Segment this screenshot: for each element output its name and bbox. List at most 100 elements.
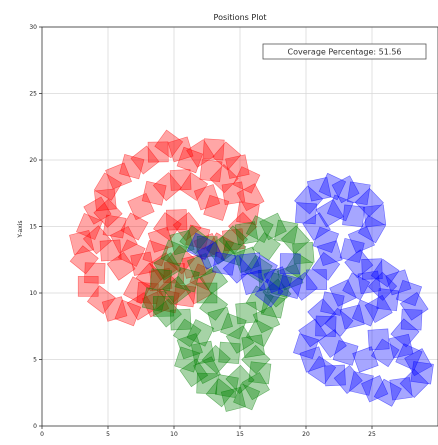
point-2-20 [354,187,384,218]
point-2-67 [240,269,266,295]
point-0-68 [99,239,122,262]
point-1-47 [201,344,231,375]
point-1-50 [193,356,221,384]
point-2-58 [320,291,345,316]
point-0-12 [94,188,117,212]
point-2-39 [373,378,402,407]
y-tick-label-4: 20 [29,157,37,164]
point-1-12 [248,361,272,385]
point-2-54 [367,271,398,301]
point-1-52 [225,364,255,395]
point-1-41 [196,282,218,304]
point-0-35 [153,212,182,241]
point-1-18 [262,278,292,308]
point-2-13 [302,212,331,241]
point-0-19 [167,136,194,163]
point-1-27 [160,239,188,267]
point-0-22 [202,138,225,161]
point-1-30 [218,225,248,255]
point-0-4 [126,292,156,321]
point-2-34 [395,343,423,371]
point-1-34 [274,219,299,244]
point-1-58 [152,295,174,317]
point-1-15 [245,318,274,347]
point-0-0 [77,276,99,297]
point-1-3 [172,318,202,348]
point-1-13 [241,344,271,375]
point-1-53 [235,301,258,325]
point-2-70 [342,204,365,228]
point-0-54 [203,194,230,221]
point-2-8 [288,271,318,301]
point-2-25 [344,249,374,279]
scatter-points [69,129,434,412]
point-0-62 [209,164,239,194]
series-1 [141,212,315,412]
y-tick-label-1: 5 [33,357,37,364]
point-1-49 [186,319,215,347]
point-2-5 [249,254,278,284]
point-2-14 [295,202,317,225]
point-2-32 [390,318,420,348]
point-2-6 [263,266,291,294]
point-2-10 [311,252,341,281]
point-0-16 [130,145,160,175]
point-2-64 [318,329,347,358]
point-2-17 [318,172,347,201]
point-1-48 [190,340,216,365]
point-0-55 [106,252,136,281]
point-1-2 [169,308,192,331]
point-0-3 [114,299,142,327]
x-tick-label-4: 20 [302,431,310,438]
point-0-50 [152,172,182,202]
point-2-1 [197,241,225,270]
point-1-45 [225,325,255,354]
point-1-35 [280,225,310,255]
point-2-19 [347,181,371,206]
point-2-61 [370,338,400,368]
point-2-24 [339,237,365,263]
x-tick-label-0: 0 [40,431,44,438]
annotation-box [262,43,427,60]
point-2-22 [357,215,387,244]
point-2-62 [352,346,379,373]
point-2-28 [385,269,412,296]
annotation-text: Coverage Percentage: 51.56 [287,48,401,57]
point-2-44 [307,355,337,385]
point-2-2 [212,251,237,276]
point-2-59 [307,298,337,328]
series-2 [186,172,434,407]
point-2-41 [349,371,374,396]
point-1-42 [199,291,229,321]
point-0-9 [109,225,138,254]
x-tick-label-3: 15 [236,431,244,438]
point-2-23 [347,226,375,254]
point-2-63 [332,339,359,366]
point-2-51 [351,299,379,327]
point-2-11 [316,240,343,266]
point-0-43 [183,276,212,305]
point-0-8 [117,239,146,267]
point-0-57 [69,245,99,275]
y-tick-label-6: 30 [29,24,37,31]
point-2-37 [399,368,429,399]
point-1-43 [207,306,233,333]
point-0-15 [119,154,145,180]
point-2-29 [395,279,423,307]
point-1-39 [266,272,293,298]
point-2-57 [329,279,357,307]
point-2-66 [254,278,284,308]
point-0-29 [221,228,245,252]
point-0-40 [166,245,196,275]
point-0-53 [193,184,221,211]
x-tick-label-2: 10 [170,431,178,438]
point-2-18 [331,175,360,204]
point-0-67 [82,225,112,255]
point-0-13 [93,172,123,201]
point-0-59 [76,212,104,241]
point-1-10 [233,383,261,411]
point-2-15 [294,185,324,215]
point-0-23 [212,141,242,171]
